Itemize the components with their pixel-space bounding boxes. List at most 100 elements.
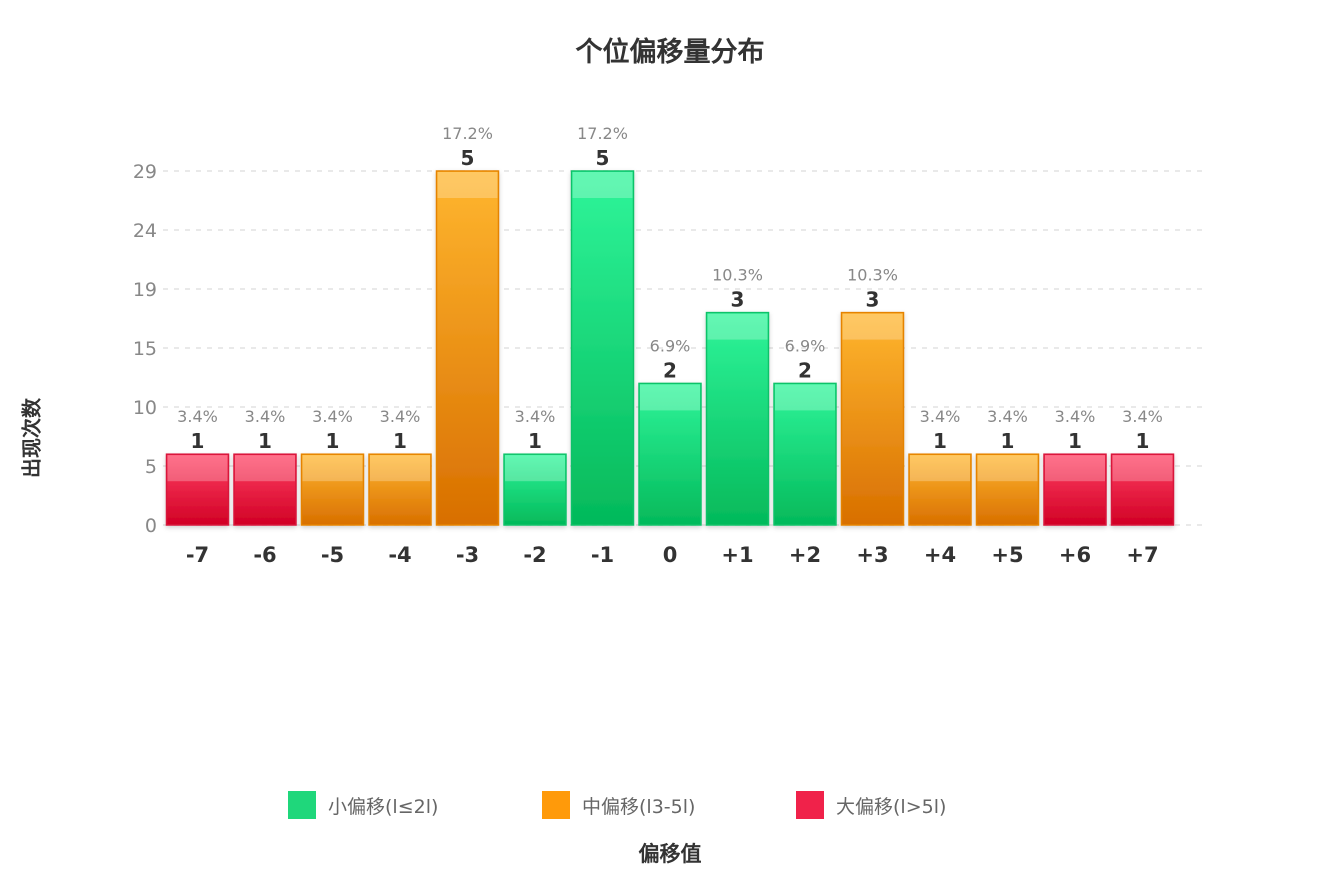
bar-+7[interactable]	[1110, 453, 1175, 526]
percent-label: 3.4%	[1055, 407, 1096, 426]
bar-highlight	[235, 455, 295, 482]
bar-highlight	[842, 313, 903, 340]
bar-rect	[1043, 453, 1107, 526]
count-label: 5	[461, 146, 475, 170]
bar-+4[interactable]	[908, 453, 972, 526]
x-tick-label: 0	[663, 543, 678, 567]
x-tick-label: +7	[1126, 543, 1158, 567]
bar-highlight	[1045, 455, 1105, 482]
percent-label: 10.3%	[847, 266, 898, 285]
bar-rect	[908, 453, 972, 526]
x-tick-label: -5	[321, 543, 344, 567]
x-tick-label: +4	[924, 543, 956, 567]
bar-rect	[368, 453, 432, 526]
count-label: 5	[596, 146, 610, 170]
bar-rect	[840, 311, 905, 526]
count-label: 1	[1001, 429, 1015, 453]
bar-highlight	[437, 172, 498, 198]
bar-rect	[773, 382, 837, 526]
count-label: 1	[191, 429, 205, 453]
y-tick-label: 24	[133, 220, 157, 242]
y-tick-label: 29	[133, 161, 157, 183]
bars	[165, 170, 1175, 526]
bar-+6[interactable]	[1043, 453, 1107, 526]
x-tick-label: -7	[186, 543, 209, 567]
percent-label: 3.4%	[920, 407, 961, 426]
x-tick-label: +6	[1059, 543, 1091, 567]
percent-label: 10.3%	[712, 266, 763, 285]
legend-label-medium: 中偏移(l3-5l)	[582, 795, 696, 818]
bar-rect	[165, 453, 230, 526]
legend-item-small[interactable]: 小偏移(l≤2l)	[288, 788, 438, 822]
bar--7[interactable]	[165, 453, 230, 526]
legend-label-large: 大偏移(l>5l)	[836, 795, 947, 818]
bar--2[interactable]	[503, 453, 567, 526]
y-tick-label: 19	[133, 279, 157, 301]
bar-rect	[1110, 453, 1175, 526]
x-tick-label: -3	[456, 543, 479, 567]
bar-rect	[570, 170, 635, 526]
bar--4[interactable]	[368, 453, 432, 526]
bar-+5[interactable]	[975, 453, 1040, 526]
percent-label: 3.4%	[515, 407, 556, 426]
x-tick-label: +5	[991, 543, 1023, 567]
bar-rect	[233, 453, 297, 526]
y-tick-label: 10	[133, 397, 157, 419]
percent-label: 17.2%	[577, 124, 628, 143]
bar-+2[interactable]	[773, 382, 837, 526]
bar-highlight	[505, 455, 565, 482]
bar--1[interactable]	[570, 170, 635, 526]
bar-rect	[435, 170, 500, 526]
bar-rect	[503, 453, 567, 526]
percent-label: 3.4%	[987, 407, 1028, 426]
x-tick-label: -2	[523, 543, 546, 567]
bar-+1[interactable]	[705, 311, 770, 526]
count-label: 1	[326, 429, 340, 453]
bar-highlight	[910, 455, 970, 482]
bar-highlight	[977, 455, 1038, 482]
percent-label: 3.4%	[1122, 407, 1163, 426]
x-tick-label: -1	[591, 543, 614, 567]
legend-label-small: 小偏移(l≤2l)	[328, 795, 439, 818]
bar-rect	[638, 382, 702, 526]
percent-label: 3.4%	[245, 407, 286, 426]
y-tick-label: 0	[145, 515, 157, 537]
legend-item-large[interactable]: 大偏移(l>5l)	[796, 788, 946, 822]
chart-title: 个位偏移量分布	[575, 37, 765, 68]
bar-highlight	[572, 172, 633, 198]
legend-swatch-large	[796, 791, 824, 819]
percent-label: 3.4%	[380, 407, 421, 426]
legend-swatch-medium	[542, 791, 570, 819]
legend-item-medium[interactable]: 中偏移(l3-5l)	[542, 788, 695, 822]
bar--5[interactable]	[300, 453, 365, 526]
count-label: 1	[528, 429, 542, 453]
percent-label: 3.4%	[177, 407, 218, 426]
legend: 小偏移(l≤2l) 中偏移(l3-5l) 大偏移(l>5l)	[0, 788, 1322, 822]
bar--3[interactable]	[435, 170, 500, 526]
y-axis-ticks: 0 5 10 15 19 24 29	[133, 161, 157, 537]
bar-highlight	[167, 455, 228, 482]
count-label: 2	[798, 358, 812, 382]
x-tick-label: +1	[721, 543, 753, 567]
y-tick-label: 15	[133, 338, 157, 360]
bar-highlight	[1112, 455, 1173, 482]
bar-+3[interactable]	[840, 311, 905, 526]
x-axis-title: 偏移值	[638, 842, 702, 866]
x-tick-label: +3	[856, 543, 888, 567]
bar--6[interactable]	[233, 453, 297, 526]
bar-rect	[300, 453, 365, 526]
bar-highlight	[640, 384, 700, 411]
count-label: 1	[393, 429, 407, 453]
count-label: 1	[933, 429, 947, 453]
count-label: 1	[258, 429, 272, 453]
count-label: 2	[663, 358, 677, 382]
percent-label: 17.2%	[442, 124, 493, 143]
bar-rect	[705, 311, 770, 526]
bar-0[interactable]	[638, 382, 702, 526]
bar-highlight	[707, 313, 768, 340]
x-tick-label: -4	[388, 543, 411, 567]
y-tick-label: 5	[145, 456, 157, 478]
x-tick-label: -6	[253, 543, 276, 567]
legend-swatch-small	[288, 791, 316, 819]
